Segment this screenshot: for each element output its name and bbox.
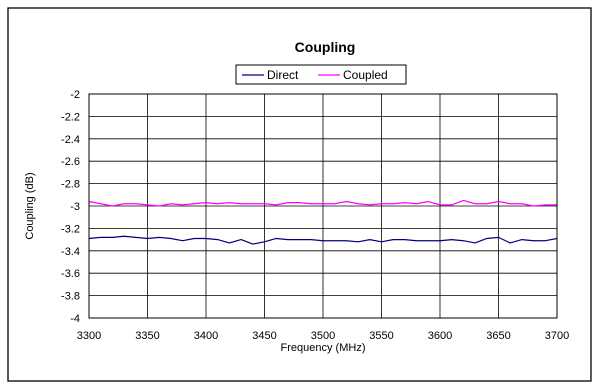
x-tick-label: 3650 [486,330,510,342]
chart-title: Coupling [295,39,356,55]
plot-frame [88,93,558,319]
y-tick-label: -3 [70,201,80,213]
legend: Direct Coupled [235,64,407,85]
x-tick-label: 3500 [311,330,335,342]
y-tick-label: -2.2 [61,111,80,123]
y-tick-label: -2.8 [61,179,80,191]
legend-label-direct: Direct [267,68,299,82]
series-line-direct [88,235,558,245]
y-tick-label: -3.4 [61,246,80,258]
x-axis-title: Frequency (MHz) [281,342,366,354]
x-tick-label: 3400 [194,330,218,342]
x-tick-label: 3700 [545,330,569,342]
legend-label-coupled: Coupled [343,68,388,82]
x-tick-label: 3600 [428,330,452,342]
x-tick-label: 3300 [77,330,101,342]
y-tick-label: -2.4 [61,134,80,146]
y-tick-label: -2.6 [61,156,80,168]
x-tick-label: 3450 [252,330,276,342]
series-line-coupled [88,199,557,207]
y-tick-label: -2 [70,89,80,101]
x-tick-label: 3350 [135,330,159,342]
y-tick-label: -4 [70,313,80,325]
x-tick-label: 3550 [369,330,393,342]
series-layer [88,199,558,245]
tick-labels: 3300 3350 3400 3450 3500 3550 3600 3650 3700 -2 -2… [61,89,569,342]
y-tick-label: -3.8 [61,291,80,303]
y-tick-label: -3.2 [61,223,80,235]
y-tick-label: -3.6 [61,268,80,280]
y-axis-title: Coupling (dB) [24,172,36,239]
